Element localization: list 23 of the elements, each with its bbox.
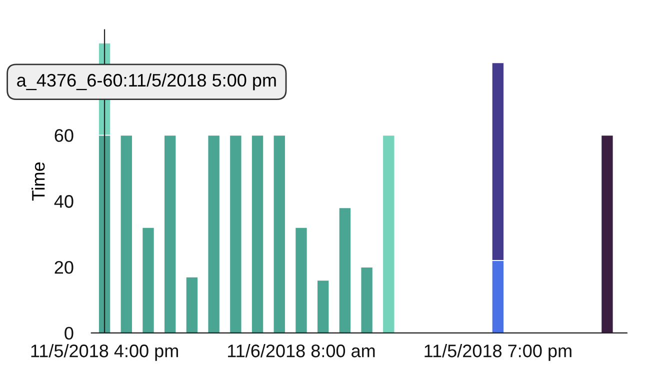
bar: [316, 280, 330, 333]
y-axis-title: Time: [32, 162, 45, 201]
bar: [120, 134, 133, 333]
bar: [207, 134, 220, 333]
bar: [294, 227, 308, 333]
bar: [360, 266, 374, 333]
y-tick-label: 20: [54, 260, 74, 274]
bar: [164, 134, 177, 333]
bar: [251, 134, 264, 333]
y-tick-label: 60: [54, 129, 74, 142]
x-tick-label: 11/6/2018 8:00 am: [228, 344, 375, 358]
bar: [272, 134, 286, 333]
annotation: a_4376_6-60:11/5/2018 5:00 pm: [17, 73, 276, 90]
bar: [186, 276, 198, 333]
bar: [229, 134, 242, 333]
bar: [600, 134, 614, 333]
x-tick-label: 11/5/2018 4:00 pm: [31, 344, 178, 361]
bar: [142, 227, 155, 333]
y-tick-label: 40: [54, 195, 74, 208]
y-tick-label: 0: [64, 326, 74, 340]
bar: [382, 134, 396, 333]
bar: [338, 207, 352, 333]
x-tick-label: 11/5/2018 7:00 pm: [424, 344, 572, 361]
